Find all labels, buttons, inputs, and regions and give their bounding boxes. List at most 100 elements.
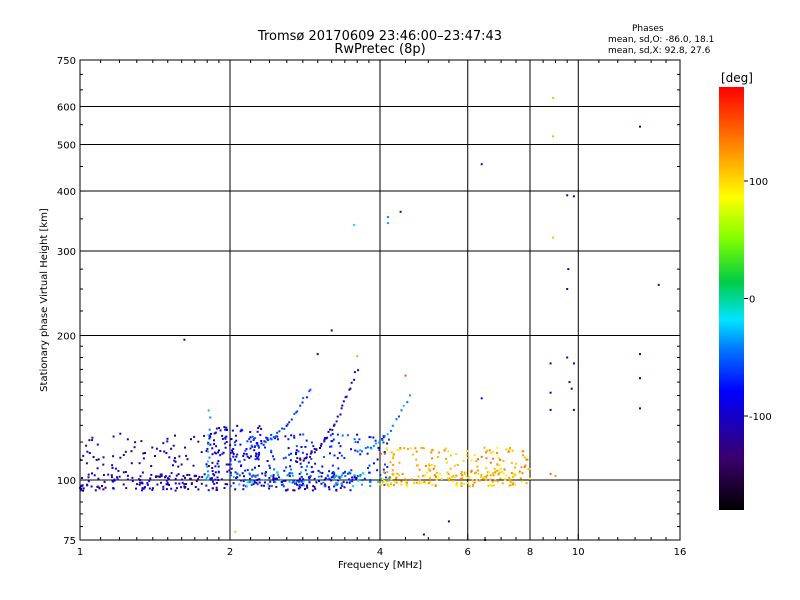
data-point: [509, 448, 512, 451]
data-point: [214, 431, 217, 434]
data-point: [505, 448, 508, 451]
data-point: [305, 456, 308, 459]
data-point: [334, 475, 337, 478]
data-point: [322, 481, 325, 484]
data-point: [172, 444, 175, 447]
data-point: [251, 445, 254, 448]
data-point: [209, 477, 212, 480]
data-point: [361, 483, 363, 486]
data-point: [272, 455, 274, 458]
data-point: [289, 465, 292, 468]
phase-stats-o: mean, sd,O: -86.0, 18.1: [608, 35, 714, 45]
data-point: [446, 461, 448, 464]
data-point: [449, 477, 452, 480]
data-point: [81, 484, 84, 487]
data-point: [262, 478, 265, 481]
data-point: [356, 475, 359, 477]
data-point: [386, 442, 389, 445]
data-point: [264, 474, 267, 477]
data-point: [200, 482, 203, 485]
data-point: [131, 480, 134, 483]
data-point: [357, 369, 360, 372]
data-point: [398, 474, 401, 477]
data-point: [466, 450, 469, 453]
data-point: [211, 453, 214, 456]
data-point: [215, 445, 218, 448]
data-point: [357, 441, 359, 444]
data-point: [403, 447, 406, 450]
data-point: [269, 467, 271, 469]
data-point: [288, 475, 291, 478]
data-point: [409, 394, 411, 397]
data-point: [308, 479, 311, 482]
data-point: [138, 478, 140, 481]
data-point: [372, 436, 375, 439]
data-point: [162, 442, 165, 445]
data-point: [463, 482, 466, 485]
data-point: [320, 444, 322, 447]
data-point: [476, 465, 479, 468]
data-point: [313, 447, 316, 450]
data-point: [432, 467, 435, 470]
data-point: [304, 469, 307, 472]
data-point: [92, 456, 95, 458]
data-point: [328, 477, 331, 480]
data-point: [316, 353, 319, 356]
data-point: [96, 485, 99, 488]
data-points: [79, 97, 660, 541]
data-point: [268, 487, 271, 490]
data-point: [82, 489, 85, 492]
data-point: [91, 439, 94, 442]
data-point: [403, 477, 406, 480]
data-point: [404, 478, 407, 481]
data-point: [460, 473, 463, 475]
data-point: [197, 440, 200, 443]
data-point: [329, 452, 331, 455]
data-point: [211, 447, 214, 450]
data-point: [299, 404, 302, 407]
data-point: [295, 453, 297, 456]
data-point: [376, 458, 379, 461]
data-point: [254, 455, 257, 458]
data-point: [206, 465, 209, 468]
data-point: [165, 488, 168, 491]
data-point: [422, 447, 425, 449]
data-point: [249, 436, 252, 439]
data-point: [177, 473, 180, 476]
data-point: [320, 482, 323, 485]
data-point: [229, 471, 232, 474]
data-point: [433, 474, 436, 477]
data-point: [214, 478, 217, 481]
data-point: [232, 476, 235, 478]
data-point: [429, 478, 432, 481]
data-point: [223, 442, 226, 445]
data-point: [332, 424, 335, 427]
data-point: [225, 441, 228, 443]
data-point: [359, 453, 362, 456]
data-point: [368, 471, 370, 474]
data-point: [399, 448, 401, 451]
data-point: [207, 489, 210, 492]
x-tick-label: 2: [227, 547, 233, 558]
data-point: [219, 429, 222, 432]
data-point: [203, 434, 206, 437]
data-point: [87, 473, 90, 476]
data-point: [173, 459, 176, 462]
data-point: [501, 482, 504, 485]
data-point: [369, 479, 372, 481]
data-point: [351, 480, 354, 483]
data-point: [240, 428, 243, 431]
data-point: [380, 452, 383, 455]
data-point: [381, 481, 384, 484]
data-point: [206, 450, 209, 453]
data-point: [248, 438, 251, 440]
data-point: [207, 465, 210, 467]
data-point: [296, 461, 299, 463]
data-point: [302, 433, 305, 436]
data-point: [317, 475, 320, 478]
data-point: [329, 445, 331, 448]
data-point: [490, 484, 493, 487]
data-point: [393, 484, 395, 487]
data-point: [511, 483, 514, 486]
data-point: [269, 480, 272, 483]
